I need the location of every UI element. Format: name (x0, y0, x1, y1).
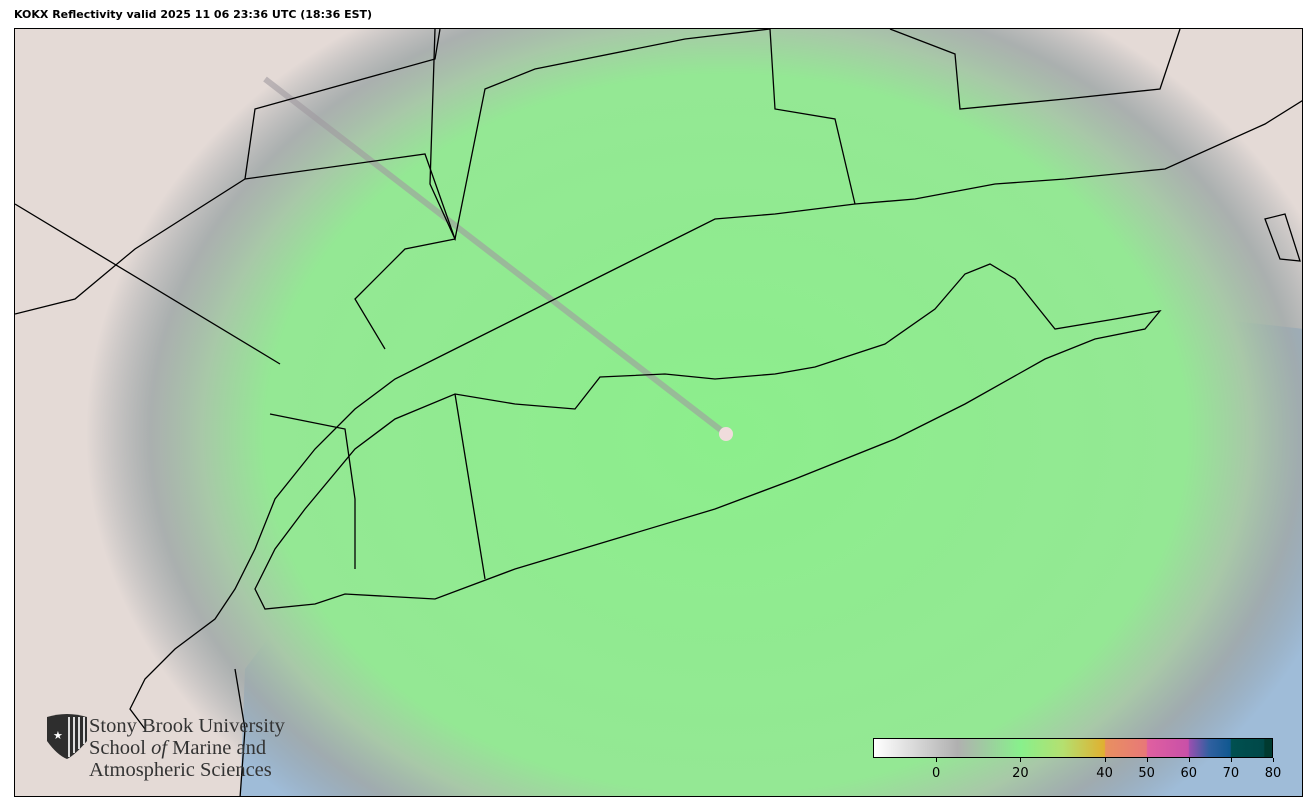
reflectivity-colorbar (873, 738, 1273, 758)
colorbar-tick-label: 20 (1012, 766, 1029, 781)
colorbar-tick (936, 758, 938, 762)
colorbar-tick (1230, 758, 1232, 762)
radar-site (719, 427, 733, 441)
radar-map[interactable]: ★ Stony Brook University School of Marin… (14, 28, 1303, 797)
sbu-shield-icon: ★ (47, 714, 87, 759)
colorbar-tick (1020, 758, 1022, 762)
colorbar-tick (1273, 758, 1274, 762)
colorbar-tick-label: 60 (1180, 766, 1198, 781)
reflectivity-echo (15, 29, 1302, 796)
boundaries (15, 29, 1302, 796)
colorbar-tick-label: 40 (1096, 766, 1113, 781)
map-layers (15, 29, 1302, 796)
radar-center-marker (719, 427, 733, 441)
logo-line-3: Atmospheric Sciences (89, 759, 272, 781)
colorbar-tick-label: 70 (1222, 766, 1240, 781)
logo-line-2: School of Marine and (89, 737, 285, 759)
logo-line-2c: Marine and (167, 737, 267, 759)
sbu-somas-logo: ★ Stony Brook University School of Marin… (31, 711, 311, 791)
logo-line-2a: School (89, 737, 152, 759)
map-title: KOKX Reflectivity valid 2025 11 06 23:36… (14, 8, 373, 21)
svg-text:★: ★ (53, 729, 63, 742)
colorbar-tick-label: 0 (932, 766, 941, 781)
logo-line-1: Stony Brook University (89, 715, 285, 737)
colorbar-tick-label: 80 (1264, 766, 1282, 781)
colorbar-tick (1146, 758, 1148, 762)
colorbar-tick-label: 50 (1138, 766, 1155, 781)
colorbar-tick (1104, 758, 1106, 762)
logo-line-2b: of (151, 737, 168, 759)
colorbar-tick (1188, 758, 1190, 762)
